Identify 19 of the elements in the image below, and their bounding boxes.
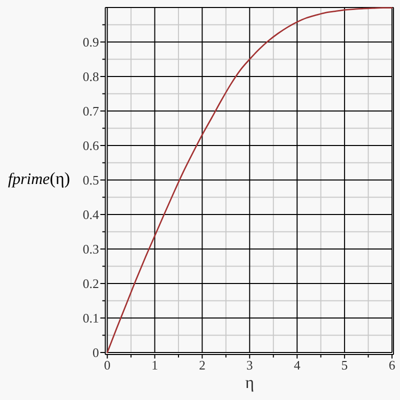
x-axis-title: η	[245, 373, 254, 392]
x-tick-label: 3	[246, 358, 253, 372]
x-tick-label: 5	[341, 358, 348, 372]
y-tick-label: 0	[92, 345, 99, 360]
y-tick-label: 0.9	[82, 34, 99, 50]
x-tick-label: 6	[388, 358, 396, 372]
y-tick-label: 0.5	[82, 172, 99, 188]
y-tick-label: 0.7	[82, 104, 100, 119]
x-tick-label: 4	[294, 358, 301, 372]
x-tick-label: 2	[198, 358, 206, 372]
x-tick-label: 1	[152, 358, 158, 372]
x-tick-label: 0	[104, 358, 111, 372]
y-axis-title: fprime(η)	[8, 169, 70, 188]
y-tick-label: 0.1	[82, 310, 99, 326]
y-tick-label: 0.8	[82, 69, 99, 84]
y-tick-label: 0.2	[82, 276, 99, 292]
y-tick-label: 0.6	[82, 138, 100, 154]
y-tick-label: 0.3	[82, 242, 99, 257]
y-tick-label: 0.4	[82, 207, 100, 222]
